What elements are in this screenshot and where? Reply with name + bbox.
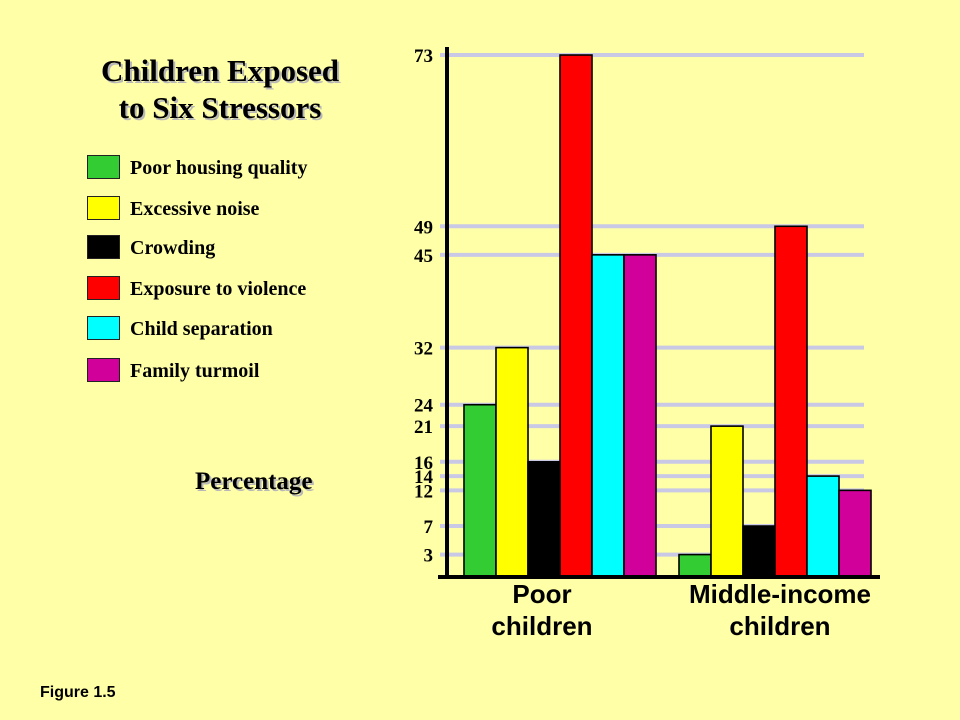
bar [774,225,808,577]
y-tick-label: 45 [414,246,433,267]
axes [438,47,880,579]
bar [463,403,497,577]
y-axis-label: Percentage [195,468,313,495]
y-tick-label: 12 [414,481,433,502]
legend-label: Crowding [130,237,216,259]
bar [591,254,625,577]
legend-swatch [87,155,120,179]
chart-title-line-1: Children Exposed [100,53,340,88]
y-tick-label: 3 [424,546,434,567]
bar [838,489,872,577]
legend-label: Excessive noise [130,198,260,220]
bar [678,553,712,577]
y-tick-label: 24 [414,396,434,417]
y-tick-label: 49 [414,217,433,238]
category-label: Poor [512,579,571,609]
bar [495,346,529,577]
y-tick-label: 16 [414,453,433,474]
category-label: children [729,611,830,641]
bar [559,54,593,577]
legend-label: Exposure to violence [130,278,307,300]
y-tick-label: 7 [424,517,434,538]
legend-label: Family turmoil [130,360,260,382]
legend-swatch [87,316,120,340]
bar [623,254,657,577]
legend-label: Poor housing quality [130,157,308,179]
y-tick-label: 73 [414,46,433,67]
legend-swatch [87,276,120,300]
bars [463,54,872,577]
y-tick-label: 32 [414,339,433,360]
category-label: Middle-income [689,579,871,609]
legend-swatch [87,358,120,382]
y-tick-label: 21 [414,417,433,438]
bar [527,461,561,577]
legend-swatch [87,235,120,259]
bar [710,425,744,577]
category-label: children [491,611,592,641]
legend-label: Child separation [130,318,273,340]
figure-label: Figure 1.5 [40,684,116,701]
bar [742,525,776,577]
chart-title: Children Exposed to Six Stressors [60,52,380,126]
legend-swatch [87,196,120,220]
y-tick-label: 14 [414,467,434,488]
chart-title-line-2: to Six Stressors [118,90,322,125]
bar [806,475,840,577]
